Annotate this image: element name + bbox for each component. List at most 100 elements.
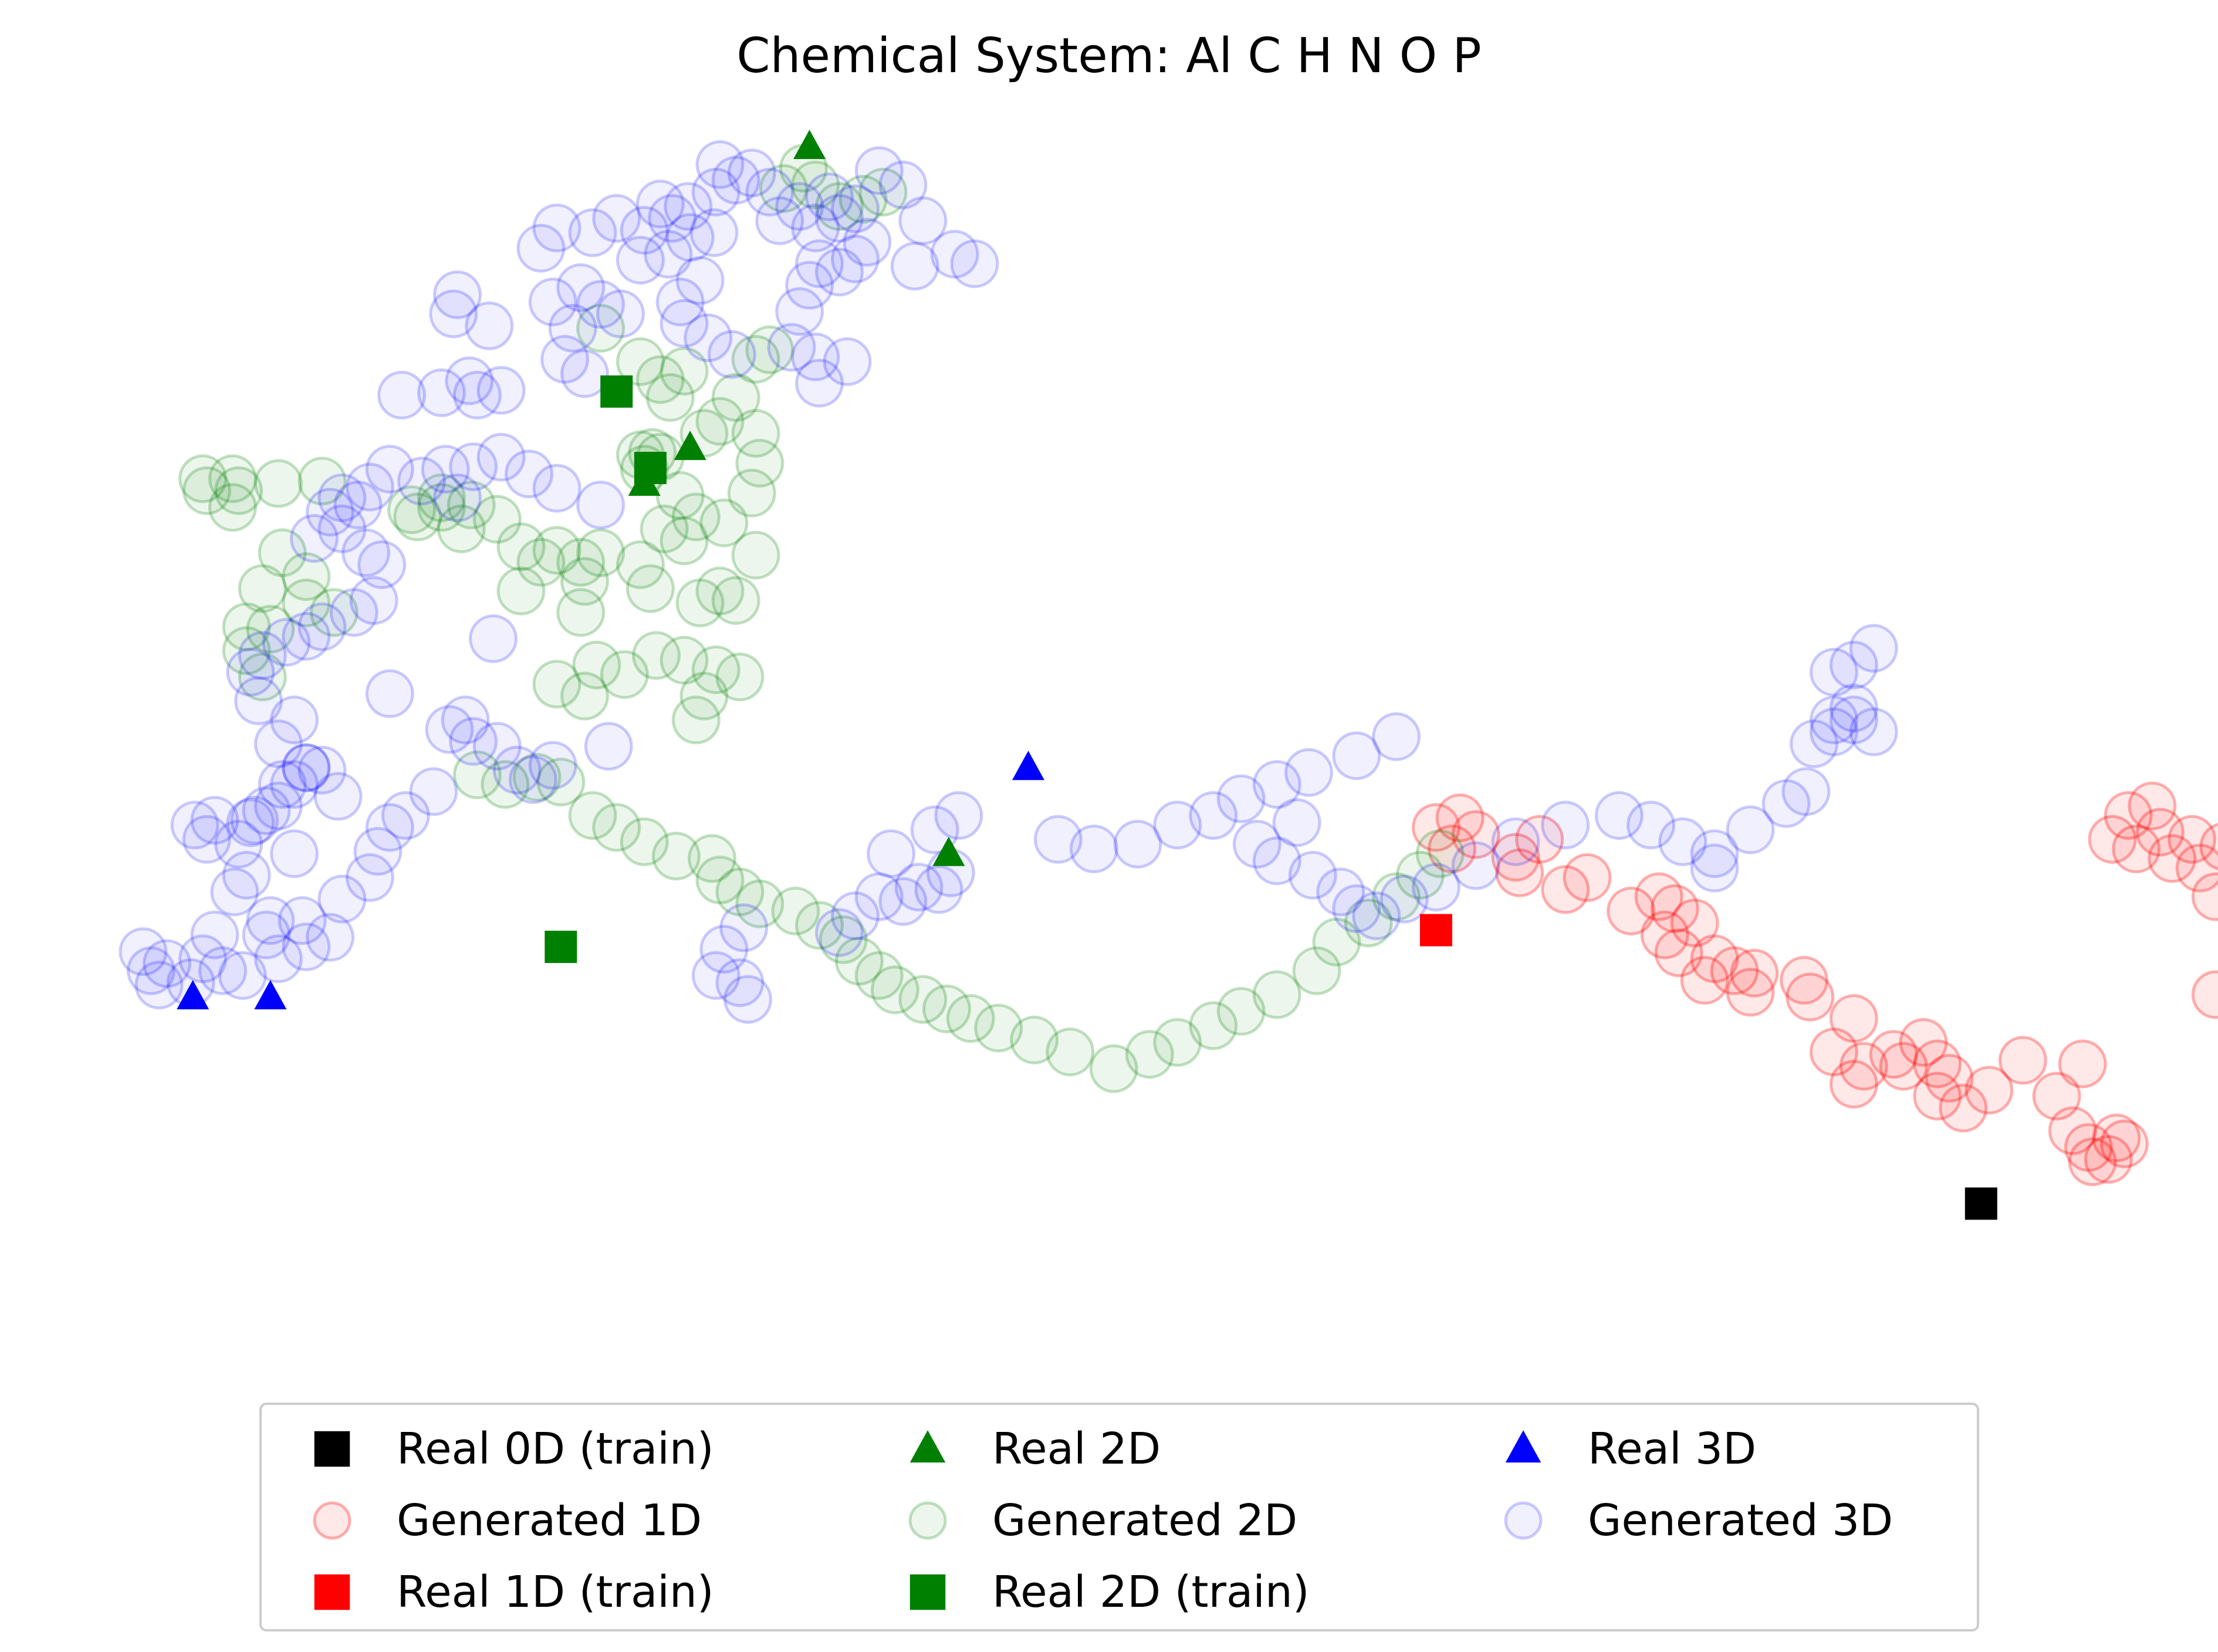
point-generated-2d xyxy=(671,492,721,542)
legend-item-real-2d-train: Real 2D (train) xyxy=(892,1560,1310,1624)
point-generated-3d xyxy=(548,303,597,353)
point-generated-1d xyxy=(1879,1042,1928,1091)
point-generated-3d xyxy=(1332,884,1381,933)
point-generated-3d xyxy=(476,433,526,482)
point-generated-2d xyxy=(1292,946,1341,995)
point-real-2d-train xyxy=(634,451,667,484)
point-generated-3d xyxy=(429,289,478,339)
point-generated-2d xyxy=(640,504,689,553)
series-real-0d-train xyxy=(1965,1187,1997,1220)
point-generated-3d xyxy=(532,464,581,513)
point-generated-3d xyxy=(814,908,864,957)
point-generated-1d xyxy=(2068,1137,2117,1187)
legend-label: Generated 3D xyxy=(1588,1495,1894,1546)
point-generated-2d xyxy=(731,531,780,580)
point-generated-3d xyxy=(270,760,319,809)
point-generated-3d xyxy=(508,755,557,805)
point-generated-3d xyxy=(1809,695,1858,745)
point-generated-3d xyxy=(441,695,490,745)
legend-marker xyxy=(908,1501,947,1540)
point-generated-3d xyxy=(1288,850,1337,900)
point-generated-3d xyxy=(190,796,239,845)
point-generated-3d xyxy=(1216,774,1266,823)
point-generated-3d xyxy=(795,239,844,288)
legend-label: Real 0D (train) xyxy=(397,1424,714,1474)
point-generated-2d xyxy=(246,604,295,654)
point-generated-1d xyxy=(2104,791,2153,840)
point-generated-3d xyxy=(715,958,765,1007)
point-generated-2d xyxy=(556,588,606,637)
point-generated-1d xyxy=(1780,955,1829,1005)
point-generated-2d xyxy=(679,671,729,721)
point-generated-3d xyxy=(282,743,331,792)
point-generated-1d xyxy=(1690,934,1739,984)
point-generated-3d xyxy=(560,349,609,398)
point-generated-3d xyxy=(1829,640,1878,690)
point-generated-2d xyxy=(898,975,948,1024)
point-generated-1d xyxy=(2048,1106,2097,1156)
point-generated-3d xyxy=(934,791,983,840)
point-generated-2d xyxy=(282,578,331,627)
point-generated-2d xyxy=(711,576,760,625)
point-generated-3d xyxy=(170,800,219,850)
point-generated-2d xyxy=(182,466,231,515)
point-generated-2d xyxy=(576,303,625,353)
point-generated-1d xyxy=(1451,810,1500,859)
point-generated-2d xyxy=(417,483,466,532)
point-generated-3d xyxy=(1761,779,1811,828)
point-generated-3d xyxy=(684,313,733,363)
point-generated-2d xyxy=(297,457,347,506)
point-generated-1d xyxy=(1563,853,1612,902)
point-generated-2d xyxy=(791,160,840,210)
series-real-2d xyxy=(628,130,965,866)
point-generated-1d xyxy=(1925,1053,1974,1103)
point-generated-2d xyxy=(576,528,625,577)
point-generated-3d xyxy=(297,602,347,651)
point-generated-3d xyxy=(178,934,228,984)
point-generated-3d xyxy=(469,614,518,663)
point-generated-1d xyxy=(1654,928,1703,978)
point-generated-3d xyxy=(1594,791,1644,840)
point-generated-3d xyxy=(345,462,394,512)
point-generated-3d xyxy=(1033,815,1083,864)
point-generated-2d xyxy=(711,373,760,422)
point-generated-1d xyxy=(1913,1039,1962,1089)
series-generated-1d xyxy=(1411,781,2218,1187)
point-generated-3d xyxy=(365,444,414,494)
point-generated-3d xyxy=(1332,731,1381,781)
point-generated-2d xyxy=(393,492,442,542)
point-generated-2d xyxy=(759,164,808,213)
point-generated-3d xyxy=(695,140,745,190)
point-generated-3d xyxy=(381,791,430,840)
point-generated-3d xyxy=(218,951,267,1000)
point-generated-2d xyxy=(635,355,685,404)
point-generated-3d xyxy=(246,896,295,945)
point-generated-1d xyxy=(1869,1030,1918,1079)
point-generated-3d xyxy=(791,332,840,381)
legend-item-generated-2d: Generated 2D xyxy=(892,1488,1297,1553)
legend-marker xyxy=(313,1501,351,1540)
point-generated-2d xyxy=(1395,850,1445,900)
point-real-1d-train xyxy=(1419,914,1452,947)
point-generated-3d xyxy=(1380,874,1429,924)
point-generated-3d xyxy=(1849,707,1898,756)
point-generated-3d xyxy=(472,722,522,771)
point-generated-2d xyxy=(437,504,486,553)
point-generated-3d xyxy=(365,669,414,718)
point-generated-3d xyxy=(723,975,772,1024)
legend-marker xyxy=(314,1574,350,1610)
point-generated-3d xyxy=(691,951,741,1000)
point-generated-3d xyxy=(831,891,880,941)
point-generated-3d xyxy=(282,743,331,792)
point-generated-2d xyxy=(592,803,641,852)
point-generated-2d xyxy=(660,636,709,685)
point-generated-3d xyxy=(282,922,331,971)
point-generated-1d xyxy=(2175,843,2218,893)
point-generated-1d xyxy=(1730,948,1779,998)
point-generated-3d xyxy=(635,180,685,229)
point-generated-2d xyxy=(691,645,741,694)
point-generated-1d xyxy=(1965,1066,2014,1115)
point-generated-2d xyxy=(695,397,745,446)
point-generated-2d xyxy=(814,182,864,231)
point-generated-2d xyxy=(834,937,884,986)
